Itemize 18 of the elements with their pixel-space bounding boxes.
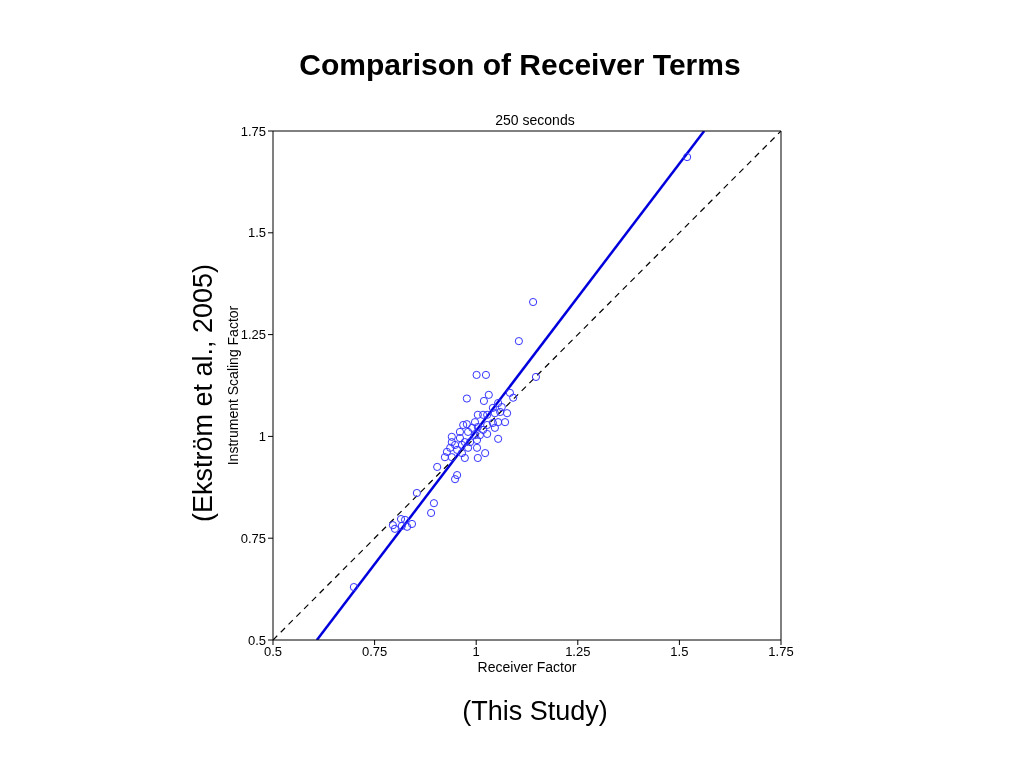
y-tick-label: 1.5	[247, 225, 266, 241]
y-tick-label: 0.75	[240, 530, 266, 546]
text: (Ekström et al., 2005)	[187, 263, 219, 523]
x-tick-label: 0.75	[361, 644, 388, 660]
y-axis-title: Instrument Scaling Factor	[224, 305, 241, 466]
y-tick-label: 0.5	[247, 632, 266, 648]
x-axis-title: Receiver Factor	[477, 658, 577, 675]
y-tick-label: 1.75	[240, 123, 266, 139]
x-tick-label: 1	[472, 644, 480, 660]
x-tick-label: 1.25	[565, 644, 591, 660]
x-tick-label: 0.5	[263, 644, 283, 660]
chart-subtitle: 250 seconds	[494, 112, 576, 128]
y-tick-label: 1.25	[240, 327, 266, 343]
chart-title: Comparison of Receiver Terms	[298, 48, 742, 82]
text: (This Study)	[461, 696, 609, 727]
y-tick-label: 1	[258, 429, 266, 445]
x-tick-label: 1.75	[768, 644, 794, 660]
x-tick-label: 1.5	[670, 644, 689, 660]
